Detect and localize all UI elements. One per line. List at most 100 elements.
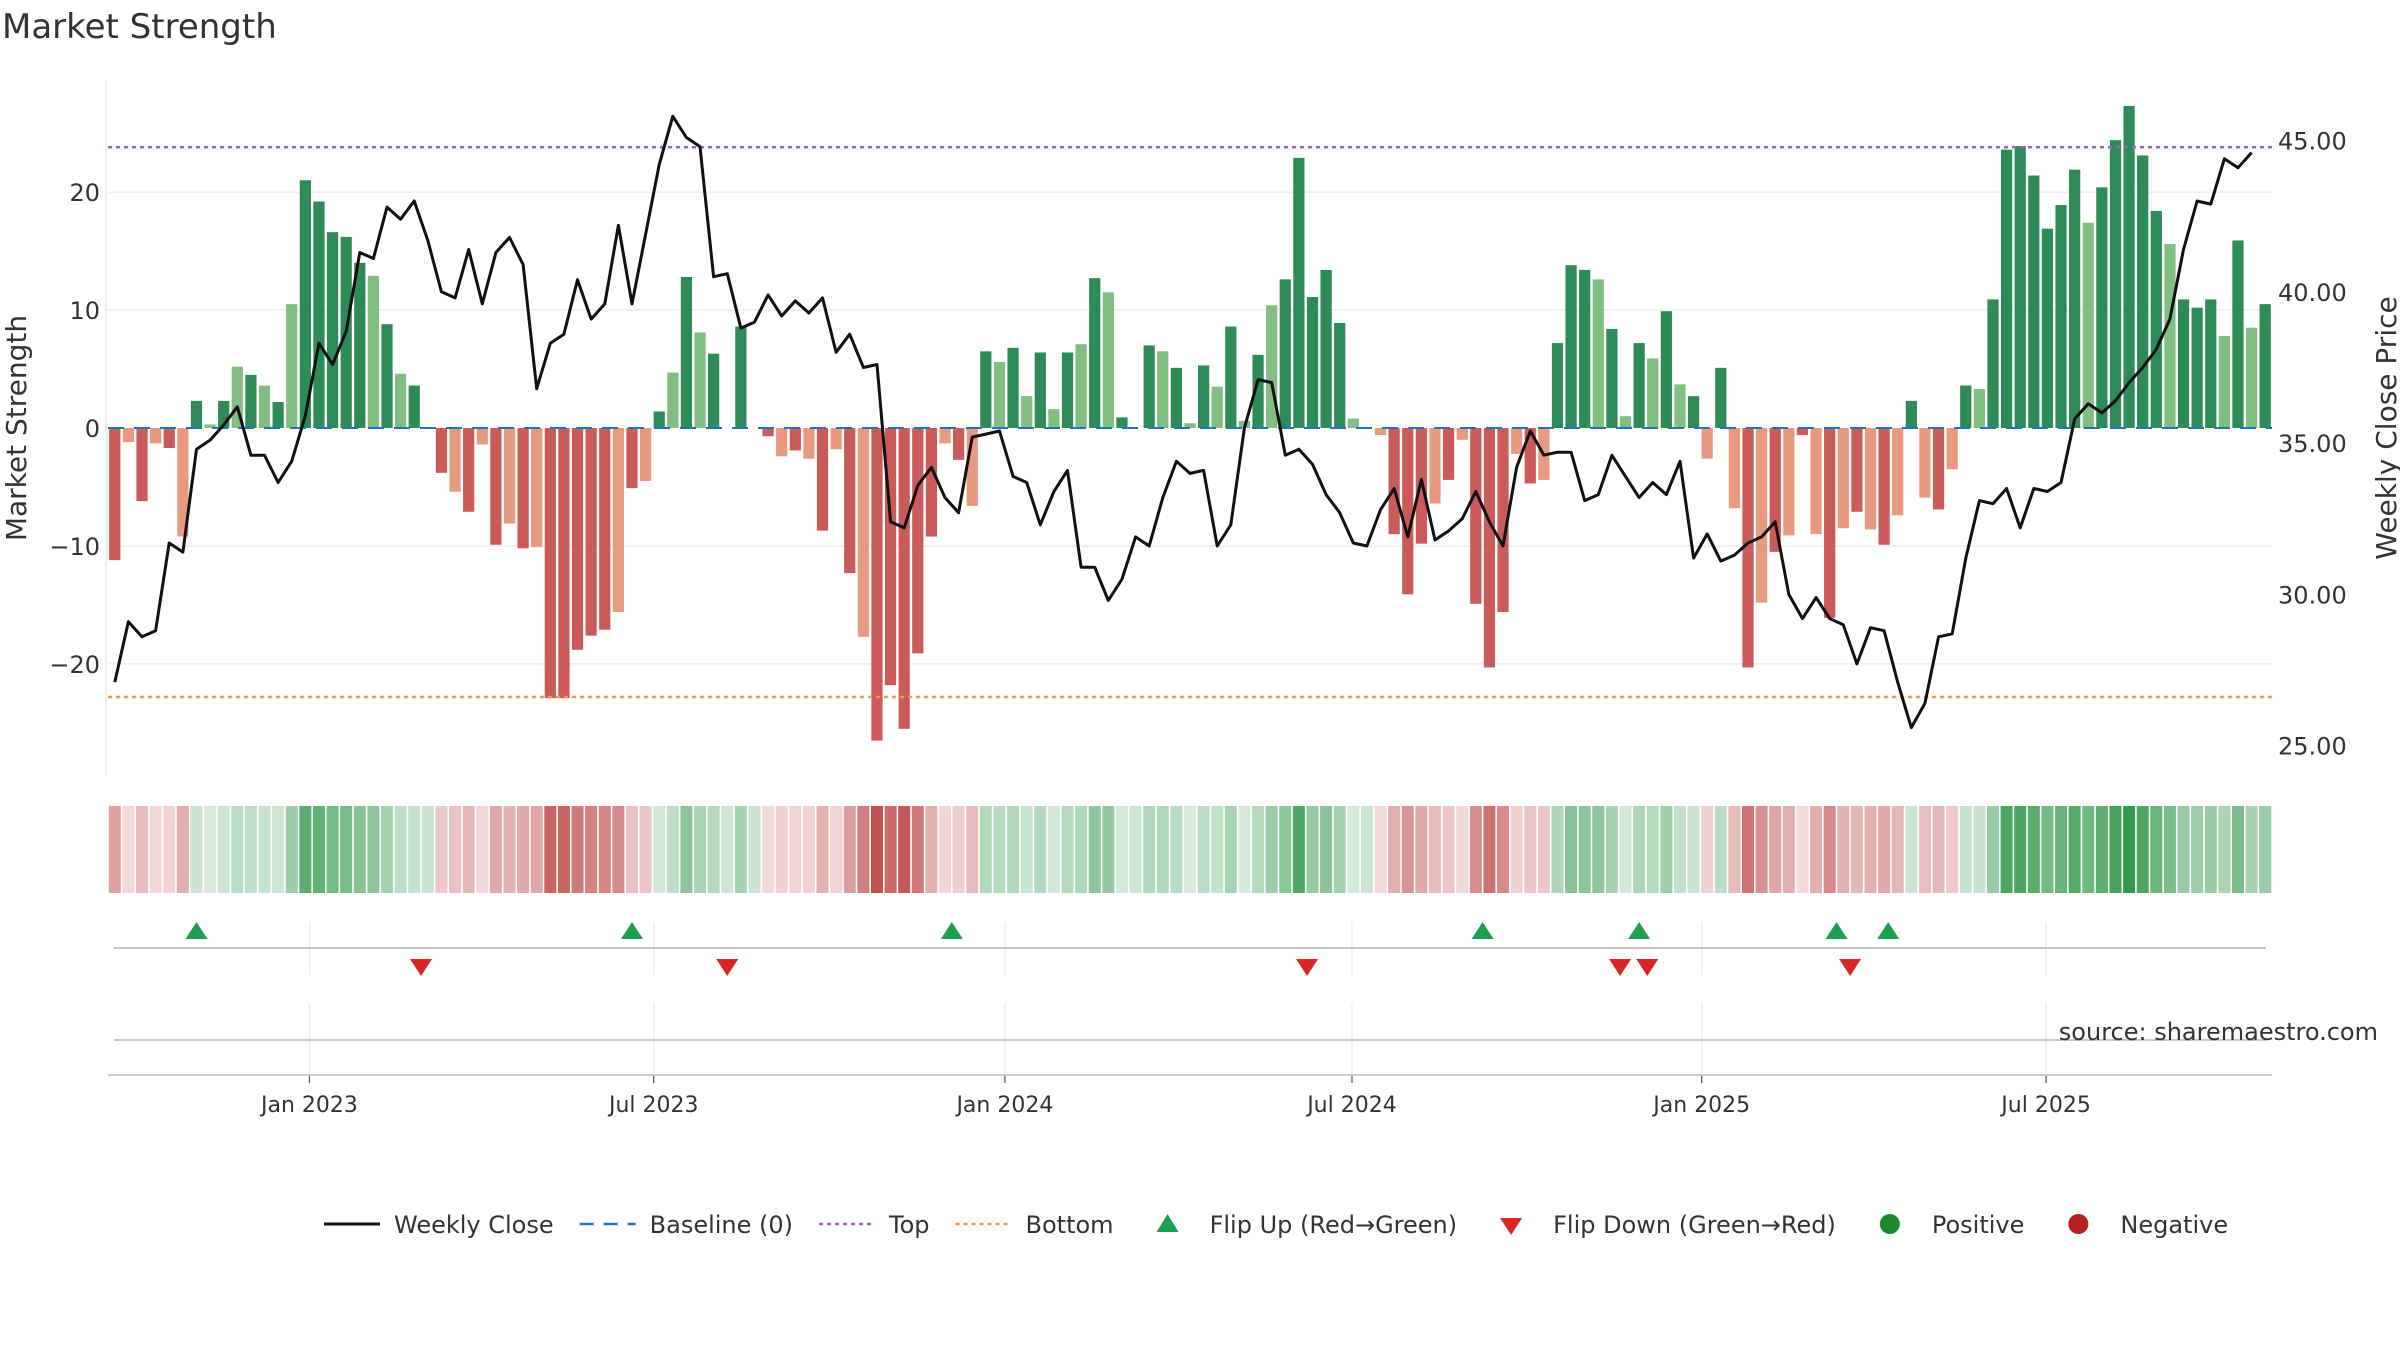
strength-bar bbox=[1715, 367, 1727, 428]
heat-cell bbox=[748, 806, 761, 893]
strength-bar bbox=[2069, 169, 2081, 428]
heat-cell bbox=[762, 806, 775, 893]
flip-down-marker bbox=[716, 959, 739, 976]
heat-cell bbox=[775, 806, 788, 893]
heat-cell bbox=[694, 806, 707, 893]
flip-down-marker bbox=[1609, 959, 1632, 976]
strength-bar bbox=[1579, 269, 1591, 428]
y2-tick-label: 40.00 bbox=[2278, 279, 2347, 307]
heat-cell bbox=[163, 806, 176, 893]
strength-bar bbox=[912, 428, 924, 654]
heat-cell bbox=[884, 806, 897, 893]
heat-cell bbox=[653, 806, 666, 893]
strength-bar bbox=[558, 428, 570, 699]
heat-cell bbox=[1837, 806, 1850, 893]
strength-bar bbox=[1157, 351, 1169, 428]
flip-up-marker bbox=[1471, 922, 1494, 939]
strength-bar bbox=[136, 428, 148, 502]
heat-cell bbox=[612, 806, 625, 893]
strength-bar bbox=[2096, 187, 2108, 428]
strength-bar bbox=[299, 180, 311, 428]
strength-bar bbox=[1483, 428, 1496, 668]
heat-cell bbox=[1524, 806, 1537, 893]
heat-cell bbox=[340, 806, 353, 893]
heat-cell bbox=[1252, 806, 1265, 893]
heat-cell bbox=[299, 806, 312, 893]
strength-bar bbox=[925, 428, 938, 537]
strength-bar bbox=[1837, 428, 1849, 529]
flip-up-marker bbox=[940, 922, 963, 939]
strength-bar bbox=[1334, 323, 1346, 428]
heat-cell bbox=[231, 806, 244, 893]
heat-cell bbox=[1497, 806, 1510, 893]
strength-heat-strip bbox=[108, 806, 2272, 893]
legend-label: Flip Up (Red→Green) bbox=[1210, 1211, 1458, 1239]
heat-cell bbox=[326, 806, 339, 893]
heat-cell bbox=[666, 806, 679, 893]
legend-swatch bbox=[1500, 1218, 1523, 1235]
heat-cell bbox=[1292, 806, 1305, 893]
heat-cell bbox=[870, 806, 883, 893]
heat-cell bbox=[1701, 806, 1714, 893]
legend-label: Baseline (0) bbox=[650, 1211, 793, 1239]
heat-cell bbox=[2027, 806, 2040, 893]
heat-cell bbox=[489, 806, 502, 893]
heat-cell bbox=[435, 806, 448, 893]
heat-cell bbox=[476, 806, 489, 893]
strength-bar bbox=[1864, 428, 1877, 530]
strength-bar bbox=[381, 324, 393, 428]
strength-bar bbox=[204, 424, 216, 428]
strength-bar bbox=[871, 428, 883, 741]
strength-bar bbox=[1824, 428, 1836, 618]
heat-cell bbox=[707, 806, 720, 893]
legend-item: Baseline (0) bbox=[579, 1211, 793, 1239]
strength-bar bbox=[544, 428, 556, 699]
heat-cell bbox=[1374, 806, 1387, 893]
strength-bar bbox=[2245, 327, 2258, 428]
heat-cell bbox=[734, 806, 747, 893]
legend-item: Flip Up (Red→Green) bbox=[1156, 1211, 1458, 1239]
strength-bar bbox=[490, 428, 502, 545]
heat-cell bbox=[2123, 806, 2136, 893]
heat-cell bbox=[176, 806, 189, 893]
strength-bars bbox=[109, 105, 2271, 741]
strength-bar bbox=[1170, 367, 1182, 428]
legend-item: Negative bbox=[2068, 1211, 2228, 1239]
heat-cell bbox=[2163, 806, 2176, 893]
legend-swatch bbox=[1879, 1214, 1900, 1234]
strength-bar bbox=[626, 428, 638, 489]
heat-cell bbox=[1047, 806, 1060, 893]
y-tick-label: −20 bbox=[49, 651, 100, 679]
x-tick-label: Jul 2025 bbox=[1999, 1093, 2091, 1118]
strength-bar bbox=[1647, 358, 1659, 428]
strength-bar bbox=[1606, 328, 1618, 428]
heat-cell bbox=[1605, 806, 1618, 893]
strength-bar bbox=[503, 428, 516, 524]
strength-bar bbox=[939, 428, 951, 444]
strength-bar bbox=[1756, 428, 1768, 603]
heat-cell bbox=[1075, 806, 1088, 893]
heat-cell bbox=[1279, 806, 1292, 893]
heat-cell bbox=[1510, 806, 1523, 893]
strength-bar bbox=[2109, 140, 2122, 428]
heat-cell bbox=[1905, 806, 1918, 893]
flip-down-marker bbox=[1636, 959, 1659, 976]
heat-cell bbox=[598, 806, 611, 893]
legend-label: Negative bbox=[2120, 1211, 2228, 1239]
strength-bar bbox=[326, 232, 339, 428]
strength-bar bbox=[1034, 352, 1046, 428]
heat-cell bbox=[2231, 806, 2244, 893]
legend-label: Positive bbox=[1932, 1211, 2025, 1239]
heat-cell bbox=[1007, 806, 1020, 893]
heat-cell bbox=[503, 806, 516, 893]
y-tick-label: 20 bbox=[69, 179, 100, 207]
strength-bar bbox=[762, 428, 774, 437]
heat-cell bbox=[966, 806, 979, 893]
x-tick-label: Jan 2023 bbox=[259, 1093, 358, 1118]
flip-down-marker bbox=[410, 959, 433, 976]
heat-cell bbox=[557, 806, 570, 893]
strength-bar bbox=[1783, 428, 1795, 536]
strength-bar bbox=[1347, 418, 1359, 428]
heat-cell bbox=[1619, 806, 1632, 893]
strength-bar bbox=[1225, 326, 1237, 428]
